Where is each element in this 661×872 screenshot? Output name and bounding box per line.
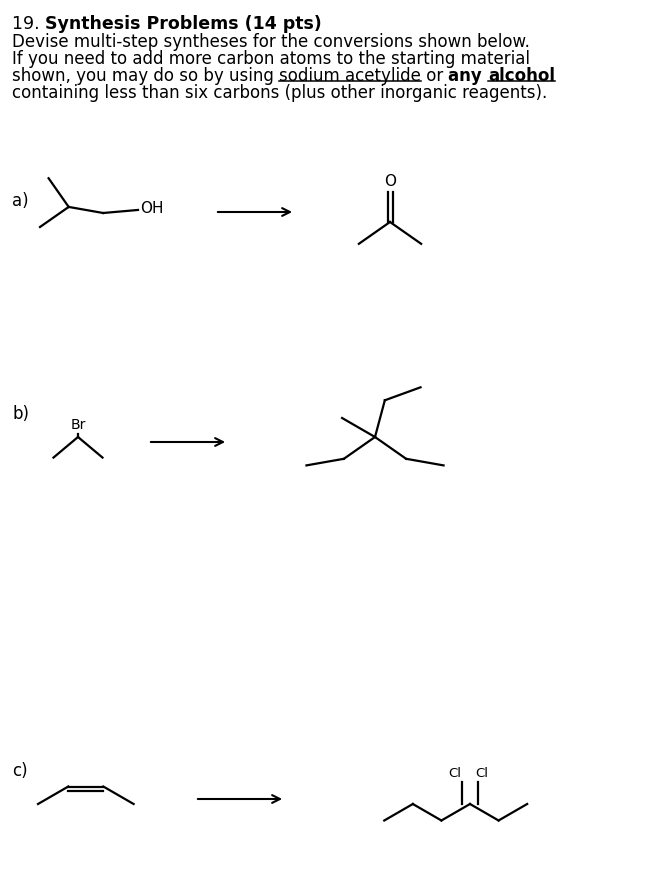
Text: O: O bbox=[384, 174, 396, 188]
Text: b): b) bbox=[12, 405, 29, 423]
Text: containing less than six carbons (plus other inorganic reagents).: containing less than six carbons (plus o… bbox=[12, 84, 547, 102]
Text: If you need to add more carbon atoms to the starting material: If you need to add more carbon atoms to … bbox=[12, 50, 530, 68]
Text: alcohol: alcohol bbox=[488, 67, 555, 85]
Text: Synthesis Problems (14 pts): Synthesis Problems (14 pts) bbox=[45, 15, 322, 33]
Text: Br: Br bbox=[71, 418, 87, 432]
Text: any: any bbox=[449, 67, 488, 85]
Text: Devise multi-step syntheses for the conversions shown below.: Devise multi-step syntheses for the conv… bbox=[12, 33, 530, 51]
Text: 19.: 19. bbox=[12, 15, 45, 33]
Text: Cl: Cl bbox=[475, 767, 488, 780]
Text: shown, you may do so by using: shown, you may do so by using bbox=[12, 67, 279, 85]
Text: OH: OH bbox=[140, 201, 163, 216]
Text: Cl: Cl bbox=[448, 767, 461, 780]
Text: c): c) bbox=[12, 762, 28, 780]
Text: a): a) bbox=[12, 192, 28, 210]
Text: sodium acetylide: sodium acetylide bbox=[279, 67, 421, 85]
Text: or: or bbox=[421, 67, 449, 85]
